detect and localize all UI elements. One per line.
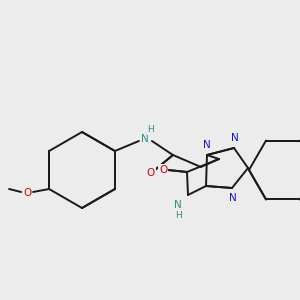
Text: O: O — [23, 188, 31, 198]
Text: N: N — [174, 200, 182, 210]
Text: O: O — [159, 165, 167, 175]
Text: N: N — [141, 134, 149, 144]
Text: O: O — [147, 168, 155, 178]
Text: H: H — [175, 211, 182, 220]
Text: N: N — [229, 193, 237, 203]
Text: N: N — [203, 140, 211, 150]
Text: H: H — [148, 125, 154, 134]
Text: N: N — [231, 133, 239, 143]
